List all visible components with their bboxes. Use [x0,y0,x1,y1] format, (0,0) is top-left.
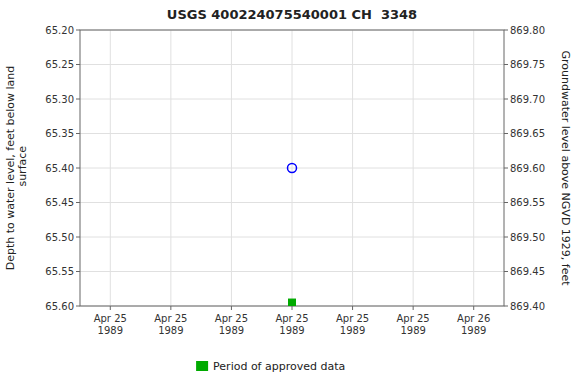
grid-line [110,30,111,306]
tick-label: 869.65 [510,128,545,139]
tick-mark [413,306,414,310]
tick-label: 869.40 [510,301,545,312]
legend-label: Period of approved data [213,360,345,373]
x-axis: Apr 251989 Apr 251989 Apr 251989 Apr 251989… [94,306,491,336]
tick-mark [504,306,508,307]
tick-label: Apr 251989 [215,313,248,336]
tick-mark [504,30,508,31]
y-axis: 65.20 65.25 65.30 65.35 65.40 65.45 65.50 65.55… [45,25,80,312]
tick-label: 65.35 [45,128,74,139]
data-point [288,164,297,173]
tick-mark [473,306,474,310]
tick-mark [504,64,508,65]
axis-label: Groundwater level above NGVD 1929, feet [559,50,572,286]
tick-label: 869.75 [510,59,545,70]
tick-mark [76,271,80,272]
tick-label: Apr 251989 [397,313,430,336]
tick-label: 65.50 [45,232,74,243]
tick-mark [504,237,508,238]
title: USGS 400224075540001 CH 3348 [167,7,417,22]
tick-label: 869.60 [510,163,545,174]
tick-mark [76,168,80,169]
tick-label: 869.45 [510,266,545,277]
tick-mark [352,306,353,310]
plot-frame [80,30,504,306]
tick-label: 869.55 [510,197,545,208]
tick-mark [292,306,293,310]
tick-mark [76,237,80,238]
tick-label: 65.25 [45,59,74,70]
y2-axis: 869.40 869.45 869.50 869.55 869.60 869.65 869.… [504,25,545,312]
tick-label: Apr 251989 [94,313,127,336]
tick-mark [76,306,80,307]
tick-mark [504,99,508,100]
tick-mark [504,202,508,203]
tick-mark [76,30,80,31]
tick-mark [504,271,508,272]
tick-label: 869.50 [510,232,545,243]
tick-mark [76,133,80,134]
axis-label: Depth to water level, feet below land su… [4,66,29,271]
tick-mark [76,64,80,65]
tick-label: 869.70 [510,94,545,105]
data-point [289,299,296,306]
grid-line [292,30,293,306]
tick-label: Apr 251989 [336,313,369,336]
grid [80,30,504,306]
grid-line [170,30,171,306]
tick-mark [170,306,171,310]
tick-label: Apr 251989 [154,313,187,336]
tick-label: Apr 261989 [457,313,490,336]
marks [288,164,297,307]
tick-mark [76,202,80,203]
legend: Period of approved data [196,360,345,373]
tick-mark [76,99,80,100]
tick-mark [231,306,232,310]
tick-mark [504,133,508,134]
tick-label: 65.60 [45,301,74,312]
grid-line [473,30,474,306]
tick-mark [504,168,508,169]
tick-label: 65.30 [45,94,74,105]
tick-label: 65.20 [45,25,74,36]
tick-mark [110,306,111,310]
tick-label: 65.40 [45,163,74,174]
grid-line [231,30,232,306]
tick-label: Apr 251989 [275,313,308,336]
chart: 65.20 65.25 65.30 65.35 65.40 65.45 65.50 65.55… [0,0,576,384]
legend-swatch [196,361,208,371]
tick-label: 65.45 [45,197,74,208]
plot-area [80,30,504,306]
tick-label: 65.55 [45,266,74,277]
tick-label: 869.80 [510,25,545,36]
grid-line [413,30,414,306]
grid-line [352,30,353,306]
